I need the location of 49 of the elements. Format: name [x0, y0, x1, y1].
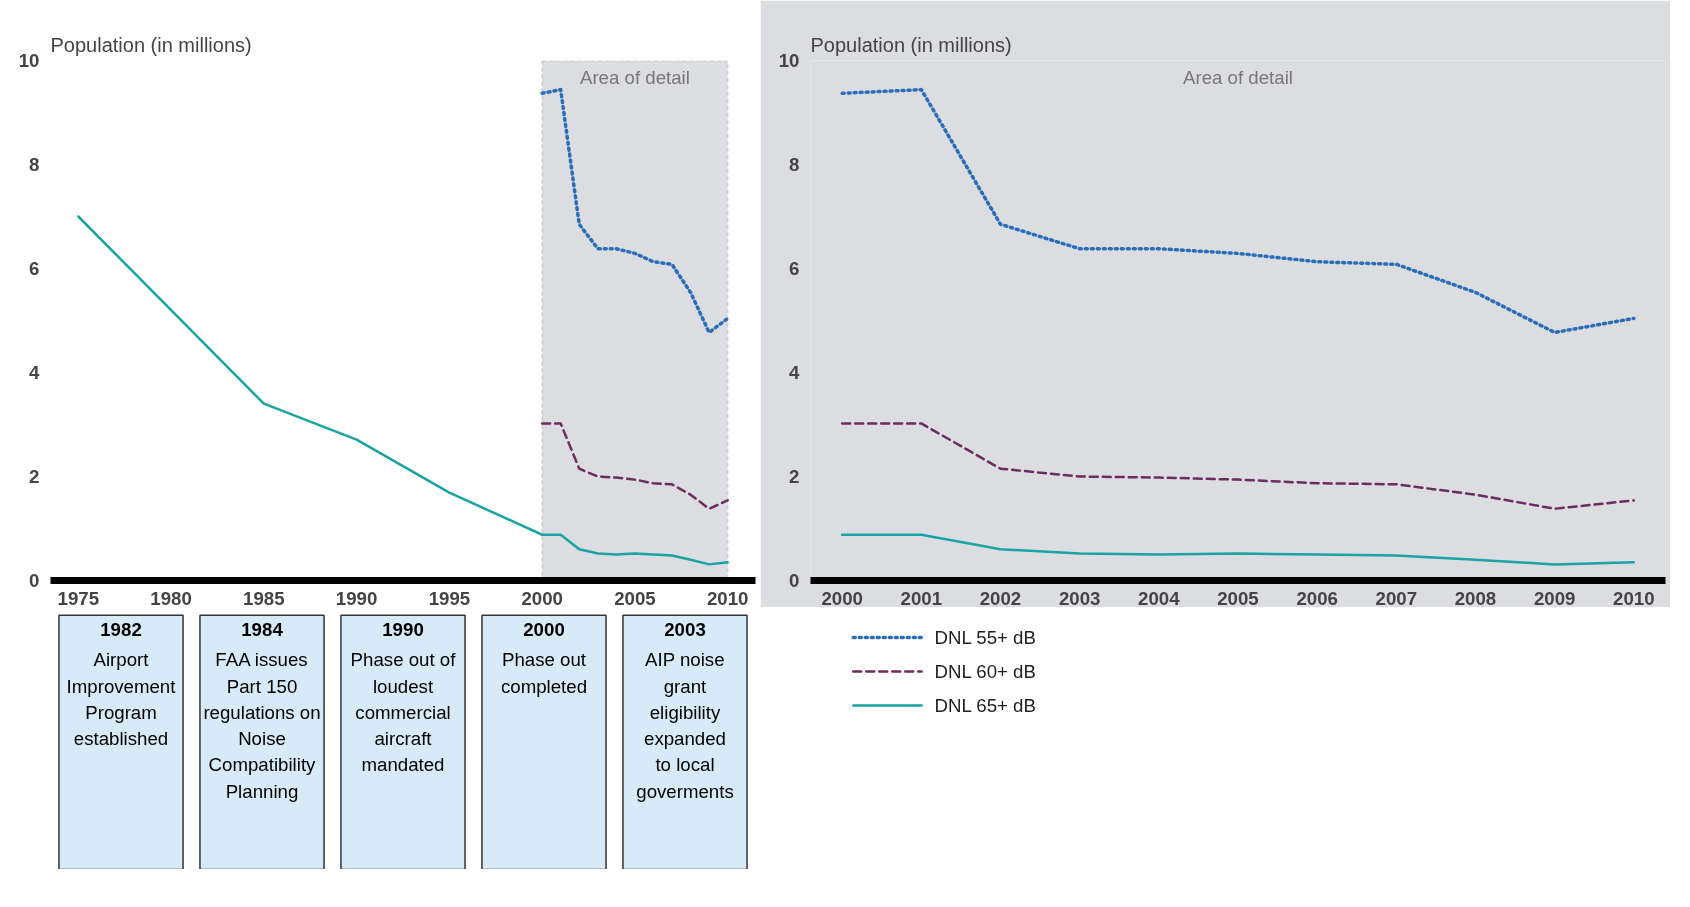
- y-tick-label: 10: [778, 50, 800, 71]
- y-tick-label: 6: [29, 258, 40, 279]
- annotation: Area of detail: [1183, 66, 1293, 88]
- x-tick-label: 2007: [1375, 587, 1418, 609]
- x-tick-label: 2005: [1217, 587, 1259, 609]
- x-tick-label: 2003: [1058, 587, 1101, 609]
- x-tick-label: 2000: [521, 587, 563, 609]
- x-tick-label: 2010: [706, 587, 749, 609]
- y-tick-label: 2: [789, 466, 800, 487]
- y-tick-label: 10: [18, 50, 40, 71]
- y-tick-label: 0: [789, 570, 800, 591]
- text: 2003 AIP noise grant eligibility expanded to local goverments: [636, 619, 734, 802]
- x-tick-label: 2002: [979, 587, 1022, 609]
- x-tick-label: 1990: [335, 587, 378, 609]
- y-axis-title: Population (in millions): [810, 33, 1012, 56]
- y-tick-label: 4: [29, 362, 41, 383]
- text: 1982 Airport Improvement Program established: [66, 619, 177, 750]
- x-tick-label: 1980: [150, 587, 192, 609]
- x-tick-label: 1975: [57, 587, 100, 609]
- x-tick-label: 2001: [900, 587, 943, 609]
- x-tick-label: 2004: [1138, 587, 1181, 609]
- x-tick-label: 2008: [1454, 587, 1497, 609]
- legend-label: DNL 60+ dB: [934, 661, 1036, 682]
- x-tick-label: 2010: [1613, 587, 1655, 609]
- x-tick-label: 2009: [1533, 587, 1576, 609]
- line-series: [77, 215, 729, 566]
- y-tick-label: 8: [29, 154, 40, 175]
- y-tick-label: 6: [789, 258, 800, 279]
- x-tick-label: 1985: [243, 587, 285, 609]
- x-tick-label: 1995: [428, 587, 471, 609]
- legend-label: DNL 65+ dB: [934, 695, 1036, 716]
- line-series: [540, 422, 729, 510]
- y-tick-label: 8: [789, 154, 800, 175]
- text: 1984 FAA issues Part 150 regulations on Noise Compatibility Planning: [203, 619, 321, 802]
- line-series: [840, 533, 1636, 566]
- x-tick-label: 2000: [821, 587, 863, 609]
- text: 1990 Phase out of loudest commercial aircraft mandated: [350, 619, 457, 776]
- y-tick-label: 0: [29, 570, 40, 591]
- band-label: Area of detail: [579, 66, 690, 88]
- x-tick-label: 2006: [1296, 587, 1338, 609]
- line-series: [540, 87, 730, 335]
- line-series: [840, 422, 1636, 510]
- y-tick-label: 4: [789, 362, 801, 383]
- line-series: [840, 87, 1636, 335]
- y-tick-label: 2: [29, 466, 40, 487]
- text: 2000 Phase out completed: [500, 619, 588, 697]
- y-axis-title: Population (in millions): [50, 33, 252, 56]
- legend-label: DNL 55+ dB: [934, 627, 1036, 648]
- x-tick-label: 2005: [614, 587, 656, 609]
